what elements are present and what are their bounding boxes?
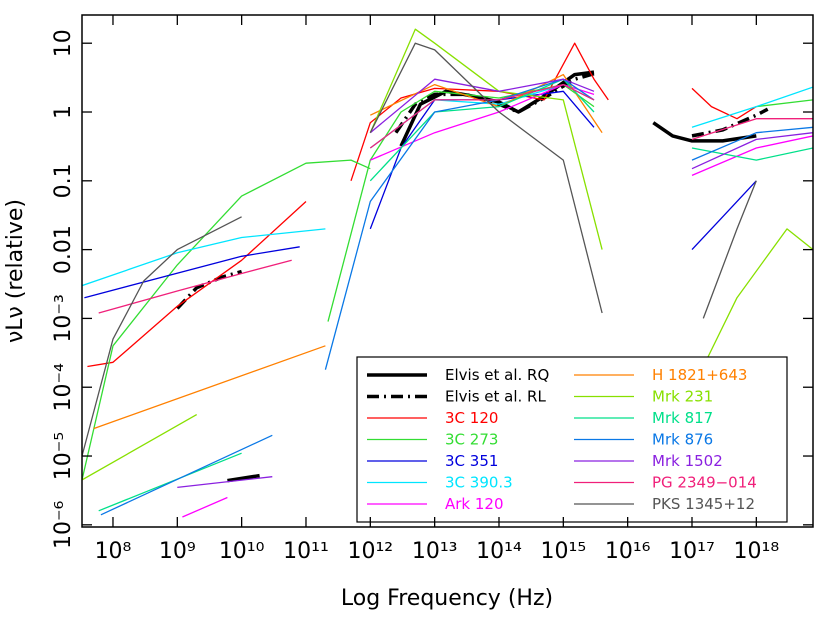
y-tick-label: 10⁻⁴ bbox=[51, 363, 76, 412]
series-line bbox=[227, 70, 757, 483]
x-tick-label: 10⁹ bbox=[159, 539, 196, 564]
legend-label: 3C 390.3 bbox=[445, 474, 513, 492]
x-tick-label: 10¹¹ bbox=[283, 539, 329, 564]
plot-frame bbox=[81, 14, 814, 528]
plot-area bbox=[82, 28, 813, 518]
legend bbox=[356, 356, 788, 523]
legend-label: Mrk 817 bbox=[652, 409, 713, 427]
legend-label: 3C 120 bbox=[445, 409, 498, 427]
x-axis-label: Log Frequency (Hz) bbox=[341, 586, 553, 611]
series-line bbox=[100, 78, 813, 516]
x-tick-label: 10¹⁰ bbox=[219, 539, 265, 564]
legend-label: PG 2349−014 bbox=[652, 474, 757, 492]
y-tick-label: 10⁻⁶ bbox=[51, 500, 76, 549]
legend-label: Elvis et al. RQ bbox=[445, 366, 549, 384]
x-tick-label: 10¹⁷ bbox=[669, 539, 715, 564]
x-tick-label: 10¹² bbox=[347, 539, 393, 564]
legend-label: 3C 351 bbox=[445, 452, 498, 470]
series-line bbox=[177, 78, 813, 489]
y-tick-label: 1 bbox=[51, 105, 76, 119]
x-tick-label: 10⁸ bbox=[95, 539, 132, 564]
legend-label: Mrk 876 bbox=[652, 431, 713, 449]
x-tick-label: 10¹³ bbox=[412, 539, 458, 564]
series-line bbox=[82, 28, 813, 481]
series-line bbox=[98, 83, 813, 314]
y-tick-label: 0.1 bbox=[51, 163, 76, 198]
y-axis-label: νLν (relative) bbox=[3, 199, 28, 343]
legend-label: H 1821+643 bbox=[652, 366, 747, 384]
legend-label: Elvis et al. RL bbox=[445, 388, 546, 406]
legend-label: Mrk 1502 bbox=[652, 452, 723, 470]
x-tick-label: 10¹⁶ bbox=[605, 539, 651, 564]
series-line bbox=[87, 42, 757, 368]
x-tick-label: 10¹⁸ bbox=[734, 539, 780, 564]
series-line bbox=[82, 83, 813, 287]
legend-label: 3C 273 bbox=[445, 431, 498, 449]
y-tick-label: 10⁻⁵ bbox=[51, 432, 76, 480]
y-tick-label: 10 bbox=[51, 29, 76, 57]
x-tick-label: 10¹⁵ bbox=[541, 539, 587, 564]
y-tick-label: 0.01 bbox=[51, 225, 76, 274]
legend-label: Ark 120 bbox=[445, 495, 504, 513]
legend-label: PKS 1345+12 bbox=[652, 495, 755, 513]
legend-label: Mrk 231 bbox=[652, 388, 713, 406]
x-tick-label: 10¹⁴ bbox=[476, 539, 522, 564]
y-tick-label: 10⁻³ bbox=[51, 294, 76, 342]
series-line bbox=[82, 42, 757, 457]
